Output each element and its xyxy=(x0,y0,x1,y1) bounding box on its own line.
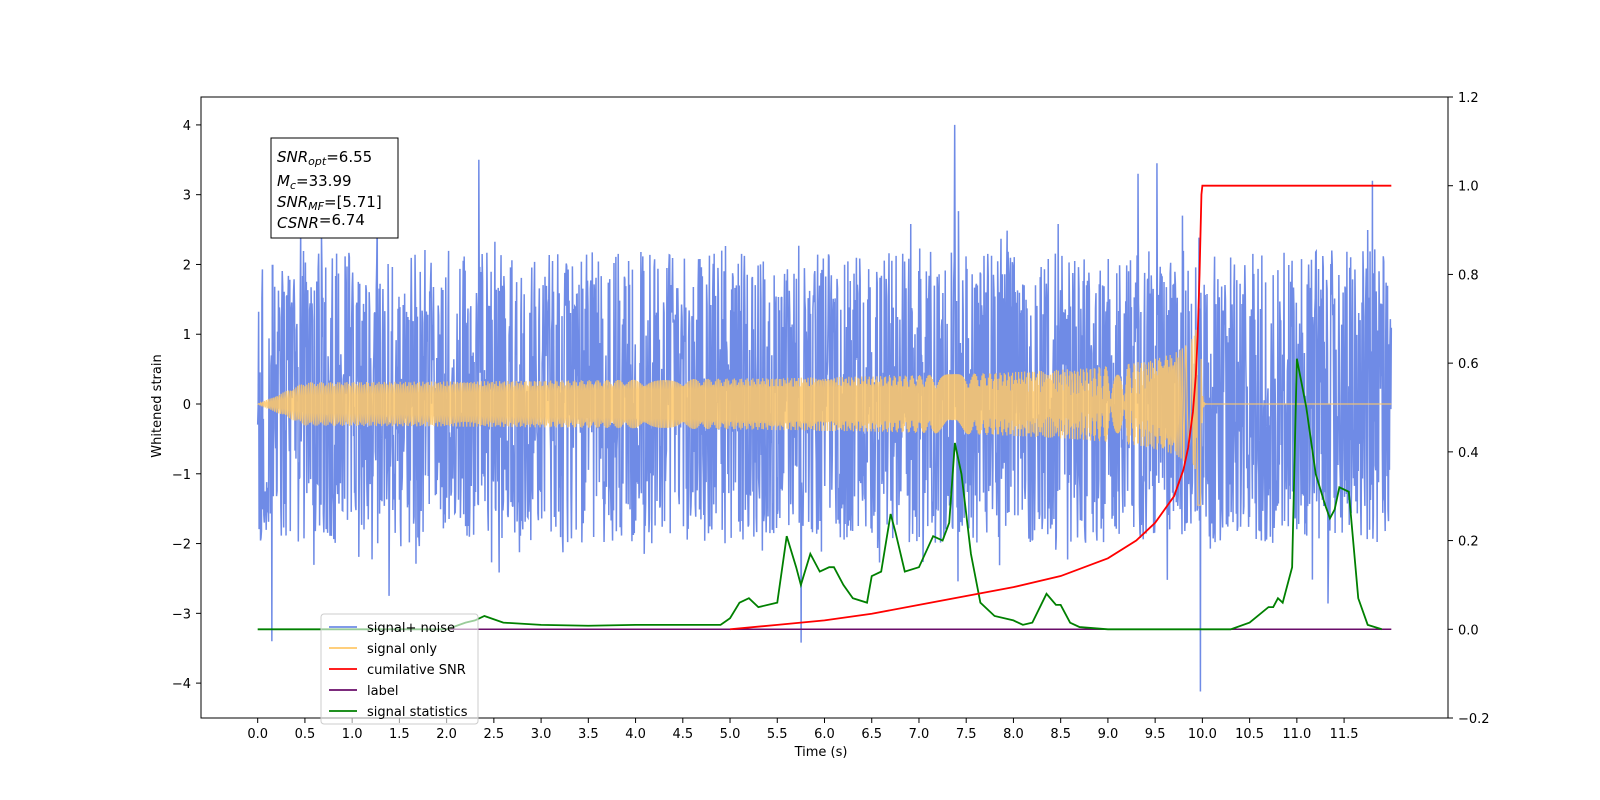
x-tick-label: 4.0 xyxy=(625,727,646,742)
x-axis-label: Time (s) xyxy=(794,745,848,760)
annotation-snr-opt: SNRopt=6.55 xyxy=(277,148,372,168)
y2-tick-label: 0.2 xyxy=(1458,535,1479,550)
x-tick-label: 0.0 xyxy=(247,727,268,742)
signal-only-line xyxy=(257,329,1392,506)
annotation-frame xyxy=(270,137,399,239)
annotation-snr-mf-value: =[5.71] xyxy=(324,193,382,211)
x-tick-label: 10.0 xyxy=(1188,727,1217,742)
annotation-chirp-mass-value: =33.99 xyxy=(296,172,352,190)
annotation-csnr-base: CSNR xyxy=(277,214,319,232)
signal-noise-series xyxy=(256,124,1393,692)
x-tick-label: 10.5 xyxy=(1235,727,1264,742)
x-tick-label: 4.5 xyxy=(672,727,693,742)
y-tick-label: 1 xyxy=(183,328,191,343)
signal-statistics-line xyxy=(257,358,1383,631)
legend-label: label xyxy=(367,684,398,699)
cumulative-snr-line xyxy=(729,184,1392,631)
y-axis-right: 1.2 1.0 0.8 0.6 0.4 0.2 0.0 −0.2 xyxy=(1448,91,1490,727)
y-tick-label: 0 xyxy=(183,398,191,413)
x-tick-label: 1.5 xyxy=(389,727,410,742)
annotation-box: SNRopt=6.55 Mc=33.99 SNRMF=[5.71] CSNR=6… xyxy=(270,137,399,239)
x-tick-label: 3.5 xyxy=(578,727,599,742)
annotation-snr-mf-base: SNR xyxy=(277,193,308,211)
x-tick-label: 5.0 xyxy=(720,727,741,742)
x-tick-label: 11.0 xyxy=(1282,727,1311,742)
legend-label: signal only xyxy=(367,642,437,657)
x-tick-label: 2.0 xyxy=(436,727,457,742)
annotation-snr-mf: SNRMF=[5.71] xyxy=(277,193,382,213)
annotation-snr-opt-base: SNR xyxy=(277,148,308,166)
legend-label: cumilative SNR xyxy=(367,663,466,678)
y-tick-label: 2 xyxy=(183,258,191,273)
annotation-chirp-mass-sub: c xyxy=(290,179,296,192)
x-tick-label: 8.0 xyxy=(1003,727,1024,742)
y2-tick-label: 1.0 xyxy=(1458,180,1479,195)
annotation-snr-opt-value: =6.55 xyxy=(326,148,372,166)
x-tick-label: 8.5 xyxy=(1050,727,1071,742)
y2-tick-label: 1.2 xyxy=(1458,91,1479,106)
annotation-snr-mf-sub: MF xyxy=(308,200,324,213)
x-tick-label: 11.5 xyxy=(1330,727,1359,742)
annotation-csnr: CSNR=6.74 xyxy=(277,211,365,232)
y2-tick-label: 0.0 xyxy=(1458,623,1479,638)
x-tick-label: 3.0 xyxy=(531,727,552,742)
y-tick-label: −3 xyxy=(172,607,191,622)
x-tick-label: 0.5 xyxy=(295,727,316,742)
y-tick-label: 4 xyxy=(183,119,191,134)
y-tick-label: −4 xyxy=(172,677,191,692)
signal-only-series xyxy=(257,329,1392,506)
cumulative-snr-series xyxy=(729,184,1392,631)
signal-statistics-series xyxy=(257,358,1383,631)
x-tick-label: 6.5 xyxy=(861,727,882,742)
annotation-chirp-mass-base: M xyxy=(277,172,290,190)
x-tick-label: 7.0 xyxy=(909,727,930,742)
y2-tick-label: 0.6 xyxy=(1458,357,1479,372)
x-tick-label: 2.5 xyxy=(484,727,505,742)
x-tick-label: 5.5 xyxy=(767,727,788,742)
plot-area xyxy=(256,124,1393,692)
y-tick-label: −1 xyxy=(172,468,191,483)
y2-tick-label: 0.4 xyxy=(1458,446,1479,461)
legend-frame xyxy=(320,613,479,725)
x-tick-label: 6.0 xyxy=(814,727,835,742)
legend: signal+ noise signal only cumilative SNR la… xyxy=(320,613,479,725)
legend-label: signal statistics xyxy=(367,705,468,720)
y-axis-left: 4 3 2 1 0 −1 −2 −3 −4 xyxy=(172,119,201,692)
x-axis: 0.0 0.5 1.0 1.5 2.0 2.5 3.0 3.5 4.0 4.5 5.0 5.5 6.0 6… xyxy=(247,718,1359,742)
y-tick-label: 3 xyxy=(183,189,191,204)
y-axis-label: Whitened strain xyxy=(150,354,165,457)
signal-noise-line xyxy=(256,124,1393,692)
y2-tick-label: 0.8 xyxy=(1458,268,1479,283)
x-tick-label: 1.0 xyxy=(342,727,363,742)
annotation-csnr-value: =6.74 xyxy=(319,211,365,229)
y2-tick-label: −0.2 xyxy=(1458,712,1490,727)
y-tick-label: −2 xyxy=(172,538,191,553)
x-tick-label: 9.5 xyxy=(1145,727,1166,742)
x-tick-label: 7.5 xyxy=(956,727,977,742)
legend-label: signal+ noise xyxy=(367,621,455,636)
annotation-snr-opt-sub: opt xyxy=(308,155,327,168)
x-tick-label: 9.0 xyxy=(1098,727,1119,742)
annotation-chirp-mass: Mc=33.99 xyxy=(277,172,352,192)
